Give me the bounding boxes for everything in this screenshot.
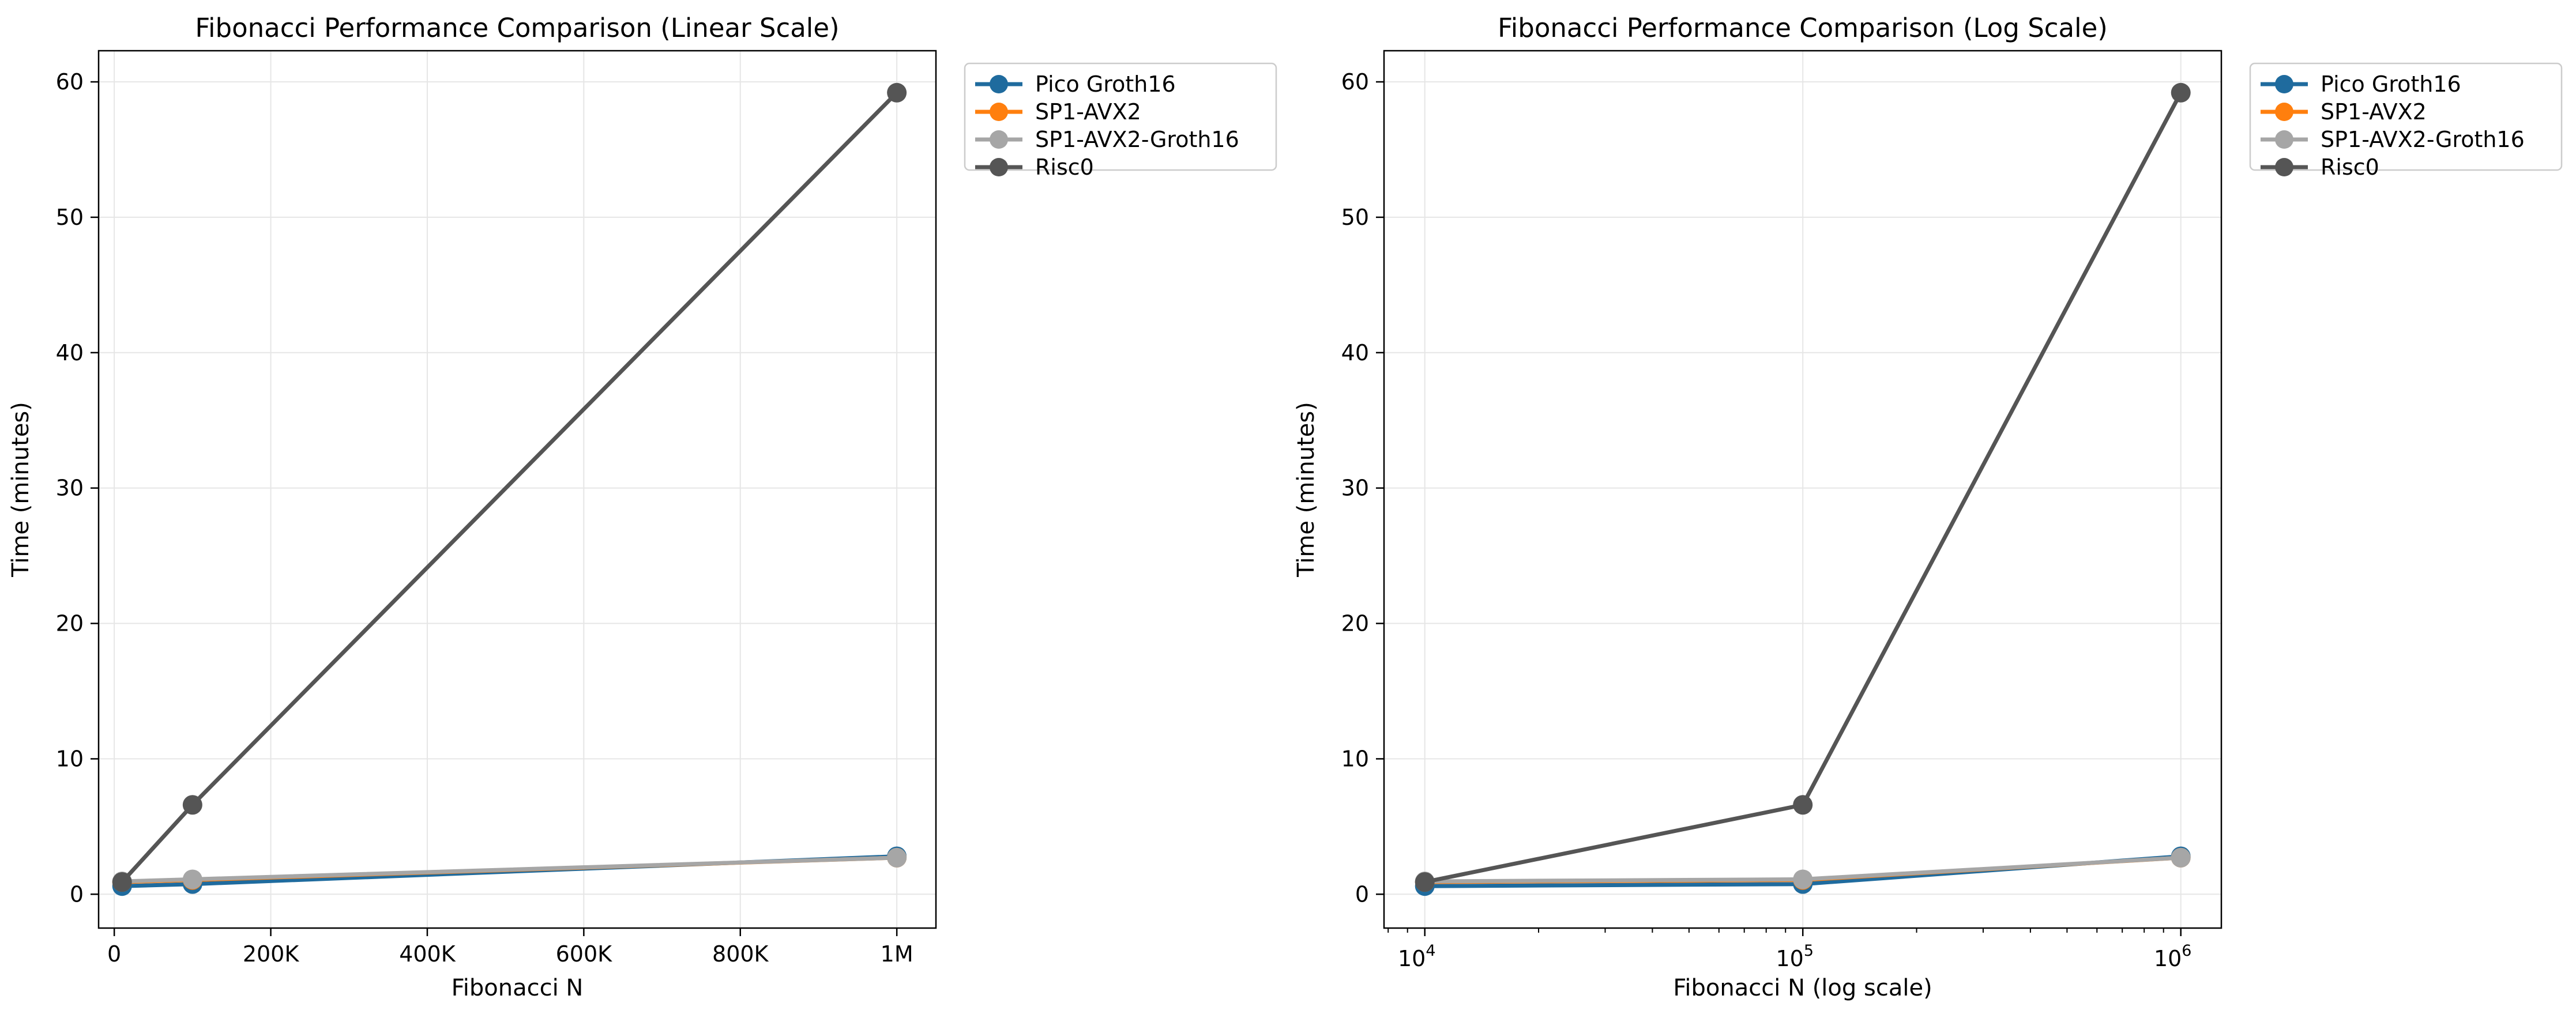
series-sp1-avx2-groth16: [112, 847, 907, 891]
chart-panel-1: 0 200K 400K 600K 800K 1M 0 10 20 30 40 50 60 Fibonacc…: [7, 13, 1277, 1001]
legend-label: SP1-AVX2: [2321, 99, 2427, 125]
series-line: [121, 91, 898, 884]
data-point: [1415, 872, 1435, 892]
y-axis-label: Time (minutes): [7, 402, 34, 578]
x-tick-label: 800K: [712, 941, 769, 967]
legend-swatch-marker: [2275, 103, 2293, 121]
legend-item: SP1-AVX2: [975, 99, 1141, 125]
y-tick-label: 40: [1341, 340, 1369, 365]
y-tick-label: 0: [70, 881, 84, 907]
chart-title: Fibonacci Performance Comparison (Linear…: [195, 13, 839, 43]
legend-label: Risc0: [2321, 154, 2379, 180]
series-risc0: [112, 82, 907, 892]
data-point: [887, 82, 907, 103]
legend-item: Pico Groth16: [975, 71, 1176, 97]
legend-item: SP1-AVX2-Groth16: [2261, 127, 2525, 152]
x-tick-label: 200K: [243, 941, 300, 967]
y-tick-label: 30: [56, 476, 84, 501]
legend-swatch-marker: [2275, 158, 2293, 176]
data-point: [112, 872, 132, 892]
data-point: [182, 795, 202, 815]
y-tick-label: 50: [56, 205, 84, 230]
legend-label: Pico Groth16: [2321, 71, 2461, 97]
legend-swatch-marker: [2275, 130, 2293, 149]
y-tick-label: 40: [56, 340, 84, 365]
legend-item: Risc0: [2261, 154, 2379, 180]
y-tick-label: 0: [1355, 881, 1369, 907]
legend-swatch-marker: [990, 103, 1008, 121]
data-point: [887, 847, 907, 868]
legend-item: Risc0: [975, 154, 1094, 180]
x-tick-label: 105: [1776, 942, 1814, 971]
data-point: [2171, 847, 2191, 868]
chart-panel-2: 104 105 106 0 10 20 30 40 50 60 Fibonacci Performa…: [1293, 13, 2563, 1001]
legend-swatch-marker: [990, 75, 1008, 93]
y-tick-label: 10: [1341, 746, 1369, 771]
x-tick-label: 600K: [556, 941, 613, 967]
data-point: [1793, 869, 1813, 889]
x-tick-label: 400K: [399, 941, 456, 967]
y-tick-label: 20: [56, 611, 84, 636]
x-tick-label: 106: [2154, 942, 2192, 971]
legend-label: SP1-AVX2-Groth16: [1035, 127, 1239, 152]
y-tick-label: 50: [1341, 205, 1369, 230]
x-tick-label: 0: [107, 941, 121, 967]
x-tick-label: 1M: [881, 941, 913, 967]
data-point: [2171, 82, 2191, 103]
y-tick-label: 30: [1341, 476, 1369, 501]
series-risc0: [1415, 82, 2191, 892]
legend-label: Pico Groth16: [1035, 71, 1176, 97]
y-tick-label: 10: [56, 746, 84, 771]
x-axis-label: Fibonacci N (log scale): [1673, 975, 1932, 1001]
y-axis-label: Time (minutes): [1293, 402, 1319, 578]
data-point: [182, 869, 202, 889]
y-tick-label: 20: [1341, 611, 1369, 636]
legend: Pico Groth16SP1-AVX2SP1-AVX2-Groth16Risc…: [2249, 62, 2563, 180]
y-tick-label: 60: [56, 69, 84, 95]
legend-item: SP1-AVX2-Groth16: [975, 127, 1239, 152]
legend-label: SP1-AVX2-Groth16: [2321, 127, 2525, 152]
x-axis-label: Fibonacci N: [452, 975, 584, 1001]
data-point: [1793, 795, 1813, 815]
legend-swatch-marker: [990, 130, 1008, 149]
chart-title: Fibonacci Performance Comparison (Log Sc…: [1498, 13, 2108, 43]
legend-label: SP1-AVX2: [1035, 99, 1141, 125]
y-tick-label: 60: [1341, 69, 1369, 95]
legend-item: Pico Groth16: [2261, 71, 2461, 97]
legend: Pico Groth16SP1-AVX2SP1-AVX2-Groth16Risc…: [964, 62, 1277, 180]
legend-label: Risc0: [1035, 154, 1094, 180]
legend-swatch-marker: [990, 158, 1008, 176]
x-tick-label: 104: [1398, 942, 1436, 971]
legend-swatch-marker: [2275, 75, 2293, 93]
plot-frame: [97, 50, 937, 929]
legend-box: [2249, 62, 2563, 171]
legend-box: [964, 62, 1277, 171]
legend-item: SP1-AVX2: [2261, 99, 2427, 125]
series-line: [122, 855, 897, 884]
